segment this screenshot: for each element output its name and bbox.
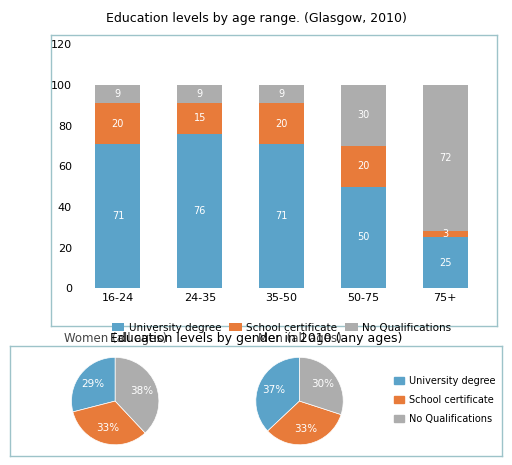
Text: Education levels by age range. (Glasgow, 2010): Education levels by age range. (Glasgow,… [105,12,407,25]
Text: 72: 72 [439,153,452,163]
Bar [177,85,222,103]
Bar [423,238,468,288]
Bar [95,144,140,288]
Text: 33%: 33% [96,423,119,433]
Wedge shape [268,401,341,445]
Text: 71: 71 [112,211,124,221]
Bar [423,85,468,232]
Title: Women (all ages): Women (all ages) [63,332,167,345]
Wedge shape [72,357,115,412]
Text: 71: 71 [275,211,288,221]
Wedge shape [256,357,300,431]
Bar [177,134,222,288]
Wedge shape [73,401,145,445]
Text: 25: 25 [439,258,452,268]
Bar [95,103,140,144]
Text: 30%: 30% [311,379,334,389]
Bar [423,232,468,238]
Text: 76: 76 [194,206,206,216]
Bar [259,144,304,288]
Wedge shape [300,357,343,415]
Text: 29%: 29% [81,379,104,389]
Text: 3: 3 [442,229,449,239]
Text: 33%: 33% [294,424,317,434]
Text: 20: 20 [275,119,288,128]
Text: 9: 9 [197,89,203,99]
Text: 20: 20 [112,119,124,128]
Text: 9: 9 [115,89,121,99]
Bar [95,85,140,103]
Bar [259,85,304,103]
Text: 38%: 38% [130,385,153,396]
Text: 37%: 37% [262,385,285,395]
Bar [259,103,304,144]
Legend: University degree, School certificate, No Qualifications: University degree, School certificate, N… [394,376,495,424]
Bar [177,103,222,134]
Text: 30: 30 [357,110,370,120]
Text: Education levels by gender in 2010 (any ages): Education levels by gender in 2010 (any … [110,332,402,345]
Wedge shape [115,357,159,433]
Text: 9: 9 [279,89,285,99]
Bar [341,85,386,146]
Title: Men (all ages): Men (all ages) [258,332,342,345]
Text: 20: 20 [357,161,370,171]
Legend: University degree, School certificate, No Qualifications: University degree, School certificate, N… [108,319,455,337]
Bar [341,186,386,288]
Bar [341,146,386,186]
Text: 50: 50 [357,232,370,242]
Text: 15: 15 [194,113,206,123]
